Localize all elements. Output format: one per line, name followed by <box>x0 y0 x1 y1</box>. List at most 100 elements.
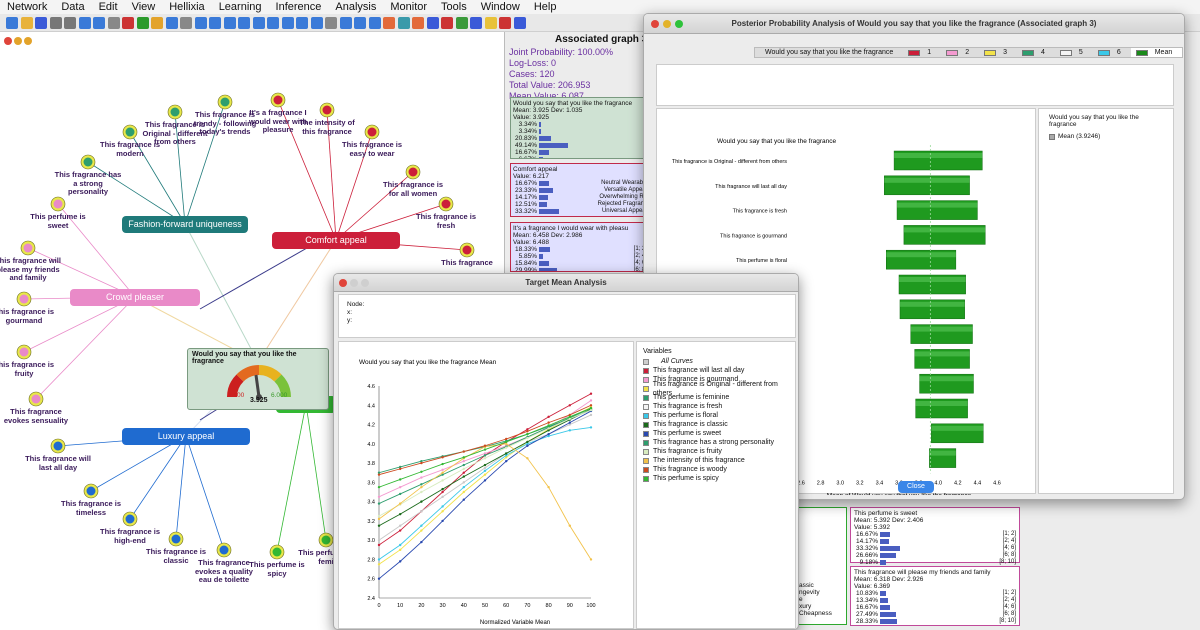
toolbar-icon[interactable] <box>426 17 439 29</box>
variable-item[interactable]: This fragrance is classic <box>643 420 789 429</box>
monitor-panel[interactable]: It's a fragrance I would wear with pleas… <box>510 222 650 272</box>
monitor-panel[interactable]: Comfort appeal Value: 6.217 16.67% Neutral … <box>510 163 650 217</box>
toolbar-icon[interactable] <box>368 17 381 29</box>
menu-item-data[interactable]: Data <box>61 1 85 13</box>
posterior-tab[interactable]: 3 <box>979 48 1017 57</box>
posterior-tab[interactable]: Mean <box>1130 48 1183 57</box>
toolbar-icon[interactable] <box>354 17 366 29</box>
toolbar-icon[interactable] <box>122 17 134 29</box>
menu-item-window[interactable]: Window <box>480 1 520 13</box>
posterior-tab[interactable]: Would you say that you like the fragranc… <box>755 48 903 57</box>
minimize-icon[interactable] <box>14 37 22 45</box>
series-point <box>420 529 423 532</box>
toolbar-icon[interactable] <box>267 17 279 29</box>
zoom-icon[interactable] <box>675 20 683 28</box>
toolbar-icon[interactable] <box>325 17 337 29</box>
menu-item-learning[interactable]: Learning <box>218 1 262 13</box>
toolbar-icon[interactable] <box>499 17 511 29</box>
toolbar-icon[interactable] <box>441 17 453 29</box>
zoom-icon[interactable] <box>24 37 32 45</box>
menu-item-help[interactable]: Help <box>533 1 557 13</box>
minimize-icon[interactable] <box>663 20 671 28</box>
variable-swatch <box>643 367 649 374</box>
menu-item-hellixia[interactable]: Hellixia <box>169 1 205 13</box>
x-tick-label: 0 <box>377 603 380 609</box>
toolbar-icon[interactable] <box>310 17 323 29</box>
posterior-tab[interactable]: 6 <box>1093 48 1131 57</box>
close-icon[interactable] <box>651 20 659 28</box>
series-point <box>420 485 423 489</box>
variable-item[interactable]: This perfume is feminine <box>643 393 789 402</box>
variable-item[interactable]: This fragrance is fruity <box>643 447 789 456</box>
variable-item[interactable]: This fragrance is woody <box>643 465 789 474</box>
toolbar-icon[interactable] <box>296 17 308 29</box>
variable-item[interactable]: This perfume is floral <box>643 411 789 420</box>
factor-node[interactable]: Comfort appeal <box>272 232 400 249</box>
monitor-left-partial[interactable]: assic ngevity e xury Cheapness <box>795 507 847 625</box>
toolbar-icon[interactable] <box>455 17 468 29</box>
toolbar-icon[interactable] <box>194 17 207 29</box>
posterior-tab[interactable]: 2 <box>941 48 979 57</box>
series-point <box>462 498 465 501</box>
toolbar-icon[interactable] <box>78 17 91 29</box>
monitor-please[interactable]: This fragrance will please my friends an… <box>850 566 1020 626</box>
menu-item-tools[interactable]: Tools <box>441 1 467 13</box>
menu-item-edit[interactable]: Edit <box>98 1 118 13</box>
posterior-tab[interactable]: 4 <box>1017 48 1055 57</box>
toolbar-icon[interactable] <box>412 17 424 29</box>
series-point <box>589 426 593 429</box>
variable-item[interactable]: This fragrance is fresh <box>643 402 789 411</box>
variable-item[interactable]: This perfume is sweet <box>643 429 789 438</box>
posterior-tab[interactable]: 5 <box>1055 48 1093 57</box>
variable-item[interactable]: This perfume is spicy <box>643 474 789 483</box>
toolbar-icon[interactable] <box>35 17 47 29</box>
target-node[interactable]: Would you say that you like the fragranc… <box>187 348 329 410</box>
variable-item[interactable]: This fragrance is Original - different f… <box>643 381 789 397</box>
menu-item-monitor[interactable]: Monitor <box>390 1 428 13</box>
toolbar-icon[interactable] <box>93 17 105 29</box>
toolbar-icon[interactable] <box>20 17 33 29</box>
monitor-sweet[interactable]: This perfume is sweet Mean: 5.392 Dev: 2.… <box>850 507 1020 566</box>
toolbar-icon[interactable] <box>209 17 221 29</box>
toolbar-icon[interactable] <box>180 17 192 29</box>
toolbar-icon[interactable] <box>281 17 294 29</box>
menu-item-view[interactable]: View <box>131 1 156 13</box>
toolbar-icon[interactable] <box>252 17 265 29</box>
zoom-icon[interactable] <box>361 279 369 287</box>
toolbar-icon[interactable] <box>64 17 76 29</box>
toolbar-icon[interactable] <box>136 17 149 29</box>
toolbar-icon[interactable] <box>470 17 482 29</box>
toolbar-icon[interactable] <box>238 17 250 29</box>
menu-item-network[interactable]: Network <box>7 1 48 13</box>
toolbar-icon[interactable] <box>339 17 352 29</box>
posterior-tabs[interactable]: Would you say that you like the fragranc… <box>754 47 1184 58</box>
toolbar-icon[interactable] <box>484 17 497 29</box>
variable-item[interactable]: This fragrance will last all day <box>643 366 789 375</box>
monitor-panel[interactable]: Would you say that you like the fragranc… <box>510 97 650 159</box>
factor-node[interactable]: Fashion-forward uniqueness <box>122 216 248 233</box>
menu-item-analysis[interactable]: Analysis <box>335 1 377 13</box>
toolbar-icon[interactable] <box>6 17 18 29</box>
target-mean-window[interactable]: Target Mean Analysis Node: x: y: Would you… <box>333 273 799 630</box>
toolbar-icon[interactable] <box>49 17 62 29</box>
close-button[interactable]: Close <box>898 481 934 493</box>
toolbar-icon[interactable] <box>107 17 120 29</box>
toolbar-icon[interactable] <box>151 17 163 29</box>
factor-node[interactable]: Crowd pleaser <box>70 289 200 306</box>
menu-item-inference[interactable]: Inference <box>275 1 322 13</box>
variable-item[interactable]: All Curves <box>643 357 789 366</box>
variable-item[interactable]: This fragrance is gourmand <box>643 375 789 384</box>
variable-item[interactable]: The intensity of this fragrance <box>643 456 789 465</box>
toolbar-icon[interactable] <box>513 17 526 29</box>
close-icon[interactable] <box>4 37 12 45</box>
variable-item[interactable]: This fragrance has a strong personality <box>643 438 789 447</box>
toolbar-icon[interactable] <box>223 17 236 29</box>
posterior-tab[interactable]: 1 <box>903 48 941 57</box>
monitor-bar <box>880 539 889 544</box>
toolbar-icon[interactable] <box>397 17 410 29</box>
close-icon[interactable] <box>339 279 347 287</box>
minimize-icon[interactable] <box>350 279 358 287</box>
factor-node[interactable]: Luxury appeal <box>122 428 250 445</box>
toolbar-icon[interactable] <box>383 17 395 29</box>
toolbar-icon[interactable] <box>165 17 178 29</box>
